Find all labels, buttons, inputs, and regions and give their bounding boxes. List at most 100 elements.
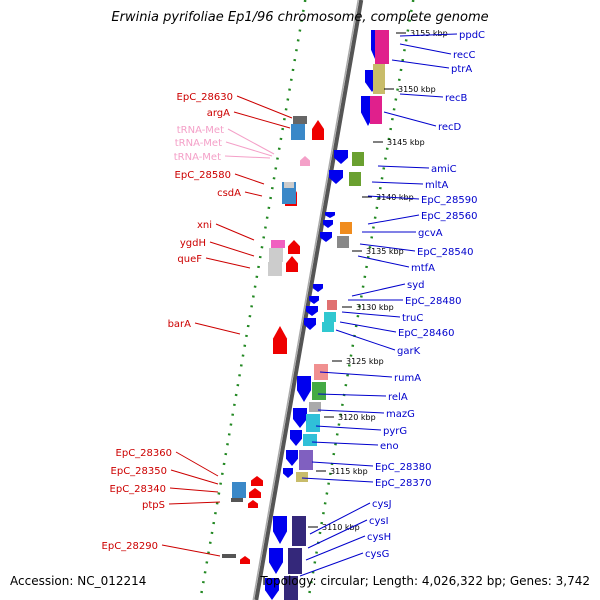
label-leaders <box>161 33 458 577</box>
forward-gene-block <box>303 434 317 446</box>
reverse-gene-arrow <box>273 326 287 354</box>
right-label-leader <box>383 111 437 127</box>
forward-gene-arrow <box>304 318 316 330</box>
forward-gene-arrow <box>286 450 298 466</box>
right-gene-label: recD <box>438 122 462 133</box>
forward-gene-block <box>309 402 321 412</box>
kbp-tick-label: 3125 kbp <box>346 357 384 366</box>
right-gene-label: syd <box>407 280 424 291</box>
right-gene-label: rumA <box>394 373 421 384</box>
reverse-gene-arrow <box>251 476 263 486</box>
reverse-gene-arrow <box>288 240 300 254</box>
right-label-leader <box>335 329 396 351</box>
left-gene-label: csdA <box>217 188 241 199</box>
right-gene-label: EpC_28560 <box>421 211 477 222</box>
left-label-leader <box>170 469 219 485</box>
right-label-leader <box>311 441 379 446</box>
reverse-gene-arrow <box>286 256 298 272</box>
forward-gene-arrow <box>283 468 293 478</box>
right-gene-label: recB <box>445 93 468 104</box>
forward-gene-arrow <box>325 212 335 218</box>
forward-gene-block <box>312 382 326 400</box>
rna-gene-label: tRNA-Met <box>177 125 224 136</box>
reverse-gene-arrow <box>312 120 324 140</box>
left-label-leader <box>236 95 293 119</box>
forward-gene-block <box>306 414 320 432</box>
forward-gene-block <box>327 300 337 310</box>
left-label-leader <box>215 223 255 241</box>
right-gene-label: cysH <box>367 532 391 543</box>
forward-gene-block <box>349 172 361 186</box>
left-label-leader <box>225 141 273 157</box>
forward-gene-block <box>288 548 302 574</box>
right-label-leader <box>319 371 393 378</box>
reverse-gene-block <box>291 124 305 140</box>
right-label-leader <box>351 283 406 297</box>
left-label-leader <box>194 322 241 335</box>
forward-gene-arrow <box>329 170 343 184</box>
right-gene-label: mltA <box>425 180 448 191</box>
left-gene-label: EpC_28580 <box>175 170 231 181</box>
left-label-leader <box>175 451 219 477</box>
right-gene-label: gcvA <box>418 228 443 239</box>
forward-gene-arrow <box>313 284 323 292</box>
right-label-leader <box>339 321 397 333</box>
kbp-tick-label: 3155 kbp <box>410 29 448 38</box>
kbp-tick-label: 3135 kbp <box>366 247 404 256</box>
kbp-tick-label: 3130 kbp <box>356 303 394 312</box>
reverse-gene-arrow <box>248 500 258 508</box>
left-label-leader <box>233 111 291 129</box>
left-label-leader <box>161 544 221 557</box>
reverse-gene-block <box>268 262 282 276</box>
right-label-leader <box>391 59 450 69</box>
right-label-leader <box>309 502 371 535</box>
forward-gene-block <box>292 516 306 546</box>
right-gene-label: EpC_28380 <box>375 462 431 473</box>
forward-gene-arrow <box>309 296 319 304</box>
right-gene-label: ppdC <box>459 30 485 41</box>
left-label-leader <box>168 501 221 505</box>
right-label-leader <box>317 409 385 414</box>
forward-gene-block <box>373 64 385 94</box>
right-gene-label: ptrA <box>451 64 472 75</box>
right-label-leader <box>317 393 387 397</box>
left-gene-label: xni <box>197 220 212 231</box>
right-label-leader <box>377 165 430 169</box>
left-gene-label: EpC_28630 <box>177 92 233 103</box>
right-label-leader <box>301 477 374 483</box>
right-label-leader <box>341 311 401 318</box>
forward-gene-block <box>340 222 352 234</box>
left-gene-label: argA <box>207 108 230 119</box>
rna-gene-label: tRNA-Met <box>174 152 221 163</box>
kbp-tick-label: 3150 kbp <box>398 85 436 94</box>
dotted-guides <box>199 0 415 600</box>
rna-gene-arrow <box>300 156 310 166</box>
genome-summary-text: Topology: circular; Length: 4,026,322 bp… <box>260 574 590 588</box>
right-label-leader <box>399 43 452 55</box>
left-label-leader <box>244 191 263 197</box>
forward-gene-arrow <box>323 220 333 228</box>
right-gene-label: recC <box>453 50 476 61</box>
reverse-gene-block <box>269 248 283 262</box>
left-gene-label: EpC_28290 <box>102 541 158 552</box>
kbp-tick-label: 3115 kbp <box>330 467 368 476</box>
gene-labels: ppdC recC ptrA recB recD amiC mltA EpC_28590 EpC… <box>102 30 486 560</box>
right-gene-label: EpC_28480 <box>405 296 461 307</box>
backbone-line <box>254 0 364 600</box>
reverse-gene-block <box>232 482 246 498</box>
forward-gene-block <box>337 236 349 248</box>
right-label-leader <box>367 214 420 225</box>
dotted-guide <box>199 0 307 600</box>
right-gene-label: cysI <box>369 516 389 527</box>
chromosome-backbone <box>252 0 364 600</box>
right-gene-label: eno <box>380 441 399 452</box>
forward-gene-block <box>352 152 364 166</box>
right-gene-label: mtfA <box>411 263 435 274</box>
right-gene-label: relA <box>388 392 408 403</box>
left-gene-label: ygdH <box>180 238 206 249</box>
kbp-tick-label: 3120 kbp <box>338 413 376 422</box>
kbp-tick-label: 3145 kbp <box>387 138 425 147</box>
